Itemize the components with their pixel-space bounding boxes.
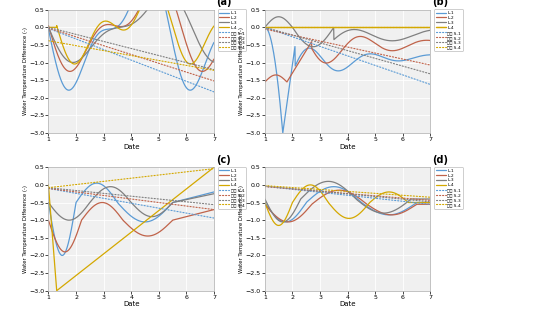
X-axis label: Date: Date: [339, 301, 356, 307]
Text: (d): (d): [432, 155, 448, 165]
X-axis label: Date: Date: [123, 301, 139, 307]
Legend: L-1, L-2, L-3, L-4, 선형 S-1, 선형 S-2, 선형 S-3, 선형 S-4: L-1, L-2, L-3, L-4, 선형 S-1, 선형 S-2, 선형 S…: [218, 167, 246, 209]
Legend: L-1, L-2, L-3, L-4, 선형 S-1, 선형 S-2, 선형 S-3, 선형 S-4: L-1, L-2, L-3, L-4, 선형 S-1, 선형 S-2, 선형 S…: [434, 167, 463, 209]
Legend: L-1, L-2, L-3, L-4, 선형 S-1, 선형 S-2, 선형 S-3, 선형 S-4: L-1, L-2, L-3, L-4, 선형 S-1, 선형 S-2, 선형 S…: [434, 9, 463, 51]
Text: (a): (a): [216, 0, 231, 7]
Y-axis label: Water Temperature Difference (-): Water Temperature Difference (-): [23, 27, 28, 115]
Legend: L-1, L-2, L-3, L-4, 선형 S-1, 선형 S-2, 선형 S-3, 선형 S-4: L-1, L-2, L-3, L-4, 선형 S-1, 선형 S-2, 선형 S…: [218, 9, 246, 51]
Y-axis label: Water Temperature Difference (-): Water Temperature Difference (-): [239, 27, 244, 115]
Y-axis label: Water Temperature Difference (-): Water Temperature Difference (-): [23, 185, 28, 273]
X-axis label: Date: Date: [339, 144, 356, 150]
Y-axis label: Water Temperature Difference (-): Water Temperature Difference (-): [239, 185, 244, 273]
Text: (b): (b): [432, 0, 448, 7]
Text: (c): (c): [216, 155, 230, 165]
X-axis label: Date: Date: [123, 144, 139, 150]
